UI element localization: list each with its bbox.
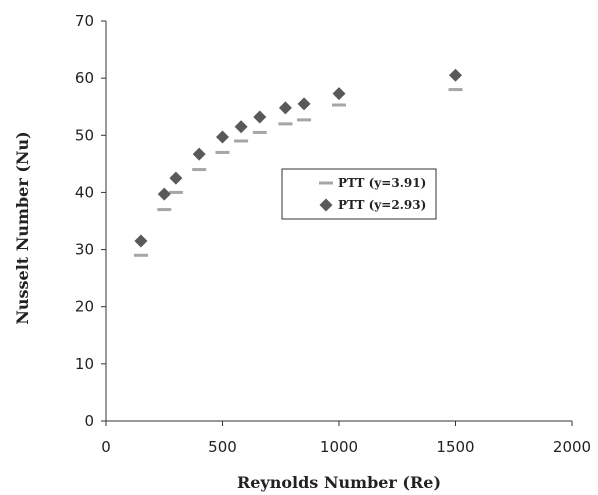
data-point-series-2 bbox=[134, 234, 148, 248]
legend-label-series-2: PTT (y=2.93) bbox=[338, 198, 426, 212]
data-point-series-1 bbox=[157, 208, 172, 212]
x-tick-label: 500 bbox=[208, 438, 237, 456]
legend-marker-series-1 bbox=[319, 181, 333, 185]
data-point-series-1 bbox=[168, 190, 183, 194]
data-point-series-1 bbox=[252, 130, 267, 134]
data-point-series-2 bbox=[192, 147, 206, 161]
y-axis-title: Nusselt Number (Nu) bbox=[13, 131, 32, 324]
marks-layer bbox=[133, 68, 463, 257]
y-tick-label: 60 bbox=[75, 69, 94, 87]
data-point-series-1 bbox=[448, 88, 463, 92]
data-point-series-2 bbox=[234, 120, 248, 134]
data-point-series-2 bbox=[332, 87, 346, 101]
x-tick-label: 1500 bbox=[436, 438, 474, 456]
x-tick-label: 2000 bbox=[553, 438, 591, 456]
data-point-series-2 bbox=[216, 130, 229, 144]
x-tick-label: 0 bbox=[101, 438, 111, 456]
data-point-series-1 bbox=[278, 122, 293, 126]
y-tick-label: 20 bbox=[75, 298, 94, 316]
data-point-series-1 bbox=[215, 150, 230, 154]
y-tick-label: 70 bbox=[75, 12, 94, 30]
data-point-series-1 bbox=[332, 103, 346, 107]
ticks-layer: 0 10 20 30 40 50 60 70 0 500 1000 1500 2000 bbox=[75, 12, 591, 456]
data-point-series-1 bbox=[234, 139, 249, 143]
legend: PTT (y=3.91) PTT (y=2.93) bbox=[281, 168, 437, 220]
data-point-series-2 bbox=[169, 171, 183, 185]
legend-marker-series-2 bbox=[319, 198, 333, 212]
x-axis-title: Reynolds Number (Re) bbox=[237, 473, 441, 492]
data-point-series-2 bbox=[157, 187, 171, 201]
y-tick-label: 30 bbox=[75, 241, 94, 259]
data-point-series-2 bbox=[449, 68, 462, 82]
y-tick-label: 40 bbox=[75, 183, 94, 201]
y-tick-label: 0 bbox=[84, 412, 94, 430]
y-tick-label: 50 bbox=[75, 126, 94, 144]
axes-layer bbox=[105, 21, 572, 422]
legend-items: PTT (y=3.91) PTT (y=2.93) bbox=[319, 176, 426, 212]
legend-label-series-1: PTT (y=3.91) bbox=[338, 176, 426, 190]
legend-box bbox=[281, 168, 437, 220]
data-point-series-1 bbox=[297, 118, 312, 122]
data-point-series-2 bbox=[297, 97, 311, 111]
data-point-series-1 bbox=[133, 253, 148, 257]
data-point-series-1 bbox=[192, 168, 207, 172]
x-tick-label: 1000 bbox=[320, 438, 358, 456]
data-point-series-2 bbox=[278, 101, 292, 115]
y-tick-label: 10 bbox=[75, 355, 94, 373]
data-point-series-2 bbox=[253, 110, 267, 124]
